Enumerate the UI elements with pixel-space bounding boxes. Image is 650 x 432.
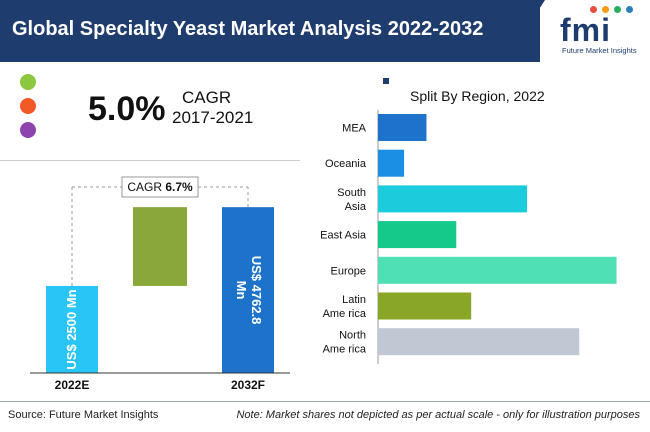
cagr-box-text: CAGR 6.7%: [127, 180, 193, 194]
header-slant: [505, 0, 545, 62]
region-bar: [378, 114, 427, 141]
region-bar: [378, 292, 472, 320]
region-label: South Asia: [337, 187, 367, 213]
cagr-box: [121, 176, 199, 198]
section-divider: [0, 160, 300, 161]
page-title: Global Specialty Yeast Market Analysis 2…: [12, 18, 484, 40]
logo-text: fmi: [560, 12, 611, 48]
market-growth-chart: CAGR 6.7% US$ 2500 Mn 2022E US$ 4762.8Mn 203…: [30, 176, 290, 392]
region-label: Latin Ame rica: [323, 294, 367, 320]
source-text: Source: Future Market Insights: [8, 409, 159, 421]
region-label: North Ame rica: [323, 330, 367, 356]
purple-dot: [20, 122, 36, 138]
logo-dot: [614, 6, 621, 13]
footer: Source: Future Market Insights Note: Mar…: [0, 401, 650, 432]
region-bar: [378, 328, 580, 356]
region-label: Europe: [331, 265, 366, 277]
bar-value-label: US$ 2500 Mn: [64, 289, 79, 369]
growth-increment-block: [133, 207, 187, 286]
cagr-label: CAGR: [182, 88, 232, 107]
orange-dot: [20, 98, 36, 114]
region-label: Oceania: [325, 158, 367, 170]
region-split-chart: MEA Oceania South Asia East Asia Europe Latin A…: [320, 110, 617, 364]
region-bar: [378, 149, 405, 177]
bar-value-label: US$ 4762.8Mn: [234, 256, 264, 325]
x-tick-label: 2022E: [55, 378, 90, 392]
region-chart-title: Split By Region, 2022: [410, 88, 545, 104]
bullet-square: [383, 78, 389, 84]
note-text: Note: Market shares not depicted as per …: [236, 409, 640, 421]
region-bar: [378, 221, 457, 249]
logo-dot: [590, 6, 597, 13]
x-tick-label: 2032F: [231, 378, 265, 392]
cagr-period: 2017-2021: [172, 108, 254, 127]
fmi-logo: fmi Future Market Insights: [560, 6, 646, 58]
logo-dot: [602, 6, 609, 13]
green-dot: [20, 74, 36, 90]
header-banner: Global Specialty Yeast Market Analysis 2…: [0, 0, 650, 62]
logo-dot: [626, 6, 633, 13]
region-label: MEA: [342, 123, 367, 135]
logo-subtitle: Future Market Insights: [562, 46, 637, 55]
header-background: [0, 0, 540, 62]
cagr-value: 5.0%: [88, 90, 166, 128]
region-bar: [378, 256, 617, 284]
bar-2022E: [46, 285, 98, 373]
region-label: East Asia: [320, 230, 367, 242]
region-bar: [378, 185, 528, 213]
bar-2032F: [222, 207, 274, 373]
